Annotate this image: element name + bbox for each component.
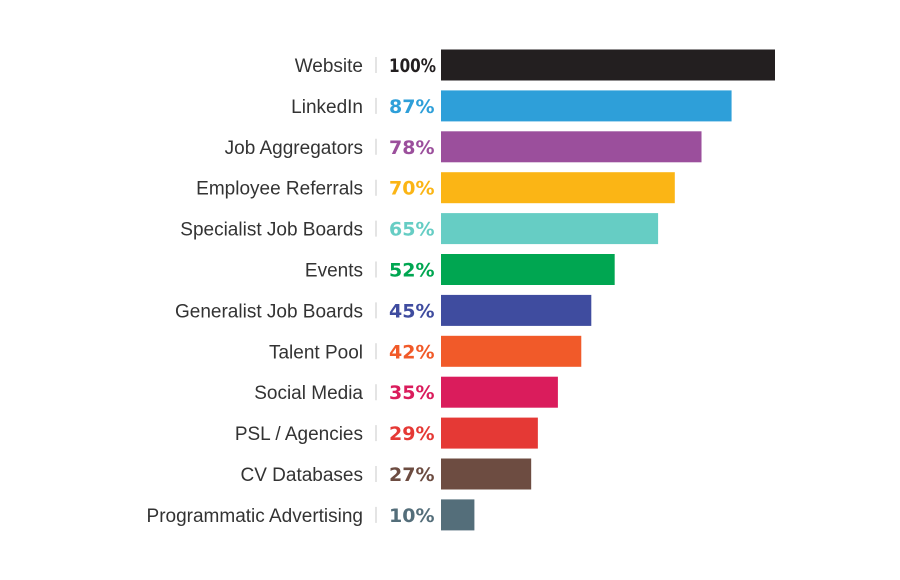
bar-programmatic-advertising	[441, 499, 475, 531]
category-label-employee-referrals: Employee Referrals	[196, 179, 363, 200]
value-label-specialist-job-boards: 65%	[389, 219, 434, 241]
value-label-job-aggregators: 78%	[389, 137, 434, 159]
bar-row-employee-referrals: Employee Referrals 70%	[196, 172, 675, 204]
category-label-talent-pool: Talent Pool	[269, 342, 363, 363]
category-label-programmatic-advertising: Programmatic Advertising	[147, 506, 363, 527]
bar-row-specialist-job-boards: Specialist Job Boards 65%	[180, 213, 659, 245]
bar-employee-referrals	[441, 172, 675, 204]
value-label-events: 52%	[389, 260, 434, 282]
category-label-social-media: Social Media	[254, 383, 363, 404]
bar-row-job-aggregators: Job Aggregators 78%	[225, 131, 702, 163]
bar-row-talent-pool: Talent Pool 42%	[269, 335, 582, 367]
bar-row-social-media: Social Media 35%	[254, 376, 558, 408]
bar-social-media	[441, 376, 558, 408]
category-label-psl-agencies: PSL / Agencies	[235, 424, 363, 445]
value-label-generalist-job-boards: 45%	[389, 300, 434, 322]
bar-row-psl-agencies: PSL / Agencies 29%	[235, 417, 538, 449]
bar-row-programmatic-advertising: Programmatic Advertising 10%	[147, 499, 475, 531]
category-label-linkedin: LinkedIn	[291, 97, 363, 118]
value-label-cv-databases: 27%	[389, 464, 434, 486]
bar-website	[441, 49, 775, 81]
value-label-employee-referrals: 70%	[389, 178, 434, 200]
bar-cv-databases	[441, 458, 532, 490]
bar-row-website: Website 100%	[295, 49, 775, 81]
category-label-cv-databases: CV Databases	[240, 465, 363, 486]
bar-job-aggregators	[441, 131, 702, 163]
bar-talent-pool	[441, 335, 582, 367]
value-label-website: 100%	[389, 55, 436, 77]
value-label-social-media: 35%	[389, 382, 434, 404]
category-label-specialist-job-boards: Specialist Job Boards	[180, 220, 363, 241]
category-label-website: Website	[295, 56, 363, 77]
value-label-linkedin: 87%	[389, 96, 434, 118]
value-label-psl-agencies: 29%	[389, 423, 434, 445]
bar-psl-agencies	[441, 417, 538, 449]
bar-generalist-job-boards	[441, 294, 592, 326]
category-label-generalist-job-boards: Generalist Job Boards	[175, 301, 363, 322]
bar-row-events: Events 52%	[305, 254, 615, 285]
chart-rows: Website 100% LinkedIn 87% Job Aggregators 78%…	[147, 49, 775, 531]
bar-row-linkedin: LinkedIn 87%	[291, 90, 732, 122]
category-label-job-aggregators: Job Aggregators	[225, 138, 363, 159]
bar-row-generalist-job-boards: Generalist Job Boards 45%	[175, 294, 592, 326]
bar-events	[441, 254, 615, 285]
bar-linkedin	[441, 90, 732, 122]
category-label-events: Events	[305, 261, 363, 282]
bar-specialist-job-boards	[441, 213, 659, 245]
bar-row-cv-databases: CV Databases 27%	[240, 458, 532, 490]
value-label-talent-pool: 42%	[389, 341, 434, 363]
value-label-programmatic-advertising: 10%	[389, 505, 434, 527]
